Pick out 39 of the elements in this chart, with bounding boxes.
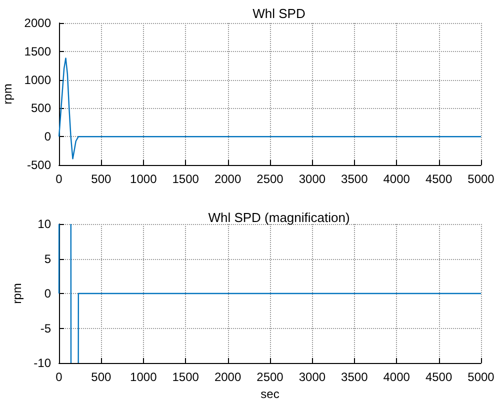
- chart-title: Whl SPD: [252, 6, 306, 21]
- y-tick-label: -5: [40, 321, 52, 336]
- x-tick-label: 3000: [298, 172, 326, 186]
- x-tick-label: 0: [56, 172, 63, 186]
- x-tick-label: 0: [56, 370, 63, 384]
- line-series: [58, 58, 482, 160]
- y-tick-label: 5: [44, 252, 52, 266]
- y-tick-label: 500: [30, 101, 52, 116]
- y-tick-label: 1500: [24, 44, 52, 58]
- y-tick-label: 1000: [24, 72, 52, 87]
- x-tick-label: 2500: [256, 172, 284, 186]
- y-tick-label: -500: [26, 158, 52, 172]
- x-tick-label: 3500: [341, 172, 368, 186]
- y-tick-label: 0: [44, 130, 52, 144]
- y-tick-label: -10: [34, 356, 52, 370]
- x-tick-label: 4000: [383, 172, 410, 186]
- x-tick-label: 500: [91, 370, 112, 384]
- x-axis-title: sec: [260, 386, 280, 401]
- x-tick-label: 1500: [172, 172, 200, 186]
- y-tick-label: 0: [44, 286, 52, 300]
- y-tick-label: 10: [38, 217, 52, 231]
- x-tick-label: 4500: [425, 172, 452, 186]
- x-tick-label: 2000: [214, 370, 242, 384]
- y-tick-label: 2000: [24, 16, 52, 30]
- x-tick-label: 2000: [214, 172, 242, 186]
- x-tick-label: 5000: [468, 370, 495, 384]
- x-tick-label: 1000: [130, 172, 158, 186]
- x-tick-label: 3000: [298, 370, 326, 384]
- x-tick-label: 4000: [383, 370, 410, 384]
- x-tick-label: 1000: [130, 370, 158, 384]
- y-axis-title: rpm: [10, 283, 24, 304]
- x-tick-label: 500: [91, 172, 112, 186]
- x-tick-label: 4500: [425, 370, 452, 384]
- y-axis-title: rpm: [0, 84, 14, 104]
- x-tick-label: 3500: [341, 370, 368, 384]
- x-tick-label: 5000: [468, 172, 495, 186]
- chart-title: Whl SPD (magnification): [208, 210, 350, 225]
- x-tick-label: 1500: [172, 370, 200, 384]
- x-tick-label: 2500: [256, 370, 284, 384]
